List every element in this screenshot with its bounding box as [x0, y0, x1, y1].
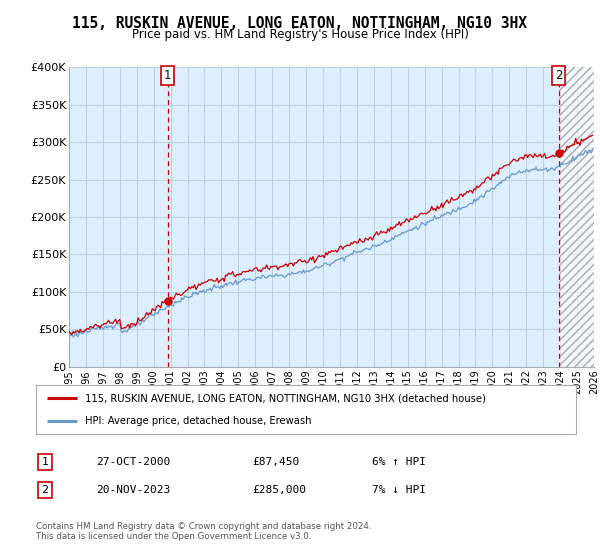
Text: 7% ↓ HPI: 7% ↓ HPI	[372, 485, 426, 495]
Text: 27-OCT-2000: 27-OCT-2000	[96, 457, 170, 467]
Text: 2: 2	[41, 485, 49, 495]
Text: 2: 2	[555, 69, 563, 82]
Text: 1: 1	[41, 457, 49, 467]
Text: HPI: Average price, detached house, Erewash: HPI: Average price, detached house, Erew…	[85, 416, 311, 426]
Text: £285,000: £285,000	[252, 485, 306, 495]
Text: £87,450: £87,450	[252, 457, 299, 467]
Text: 1: 1	[164, 69, 172, 82]
Text: 6% ↑ HPI: 6% ↑ HPI	[372, 457, 426, 467]
Text: Contains HM Land Registry data © Crown copyright and database right 2024.
This d: Contains HM Land Registry data © Crown c…	[36, 522, 371, 542]
Text: 115, RUSKIN AVENUE, LONG EATON, NOTTINGHAM, NG10 3HX: 115, RUSKIN AVENUE, LONG EATON, NOTTINGH…	[73, 16, 527, 31]
Text: Price paid vs. HM Land Registry's House Price Index (HPI): Price paid vs. HM Land Registry's House …	[131, 28, 469, 41]
Text: 115, RUSKIN AVENUE, LONG EATON, NOTTINGHAM, NG10 3HX (detached house): 115, RUSKIN AVENUE, LONG EATON, NOTTINGH…	[85, 393, 485, 403]
Text: 20-NOV-2023: 20-NOV-2023	[96, 485, 170, 495]
